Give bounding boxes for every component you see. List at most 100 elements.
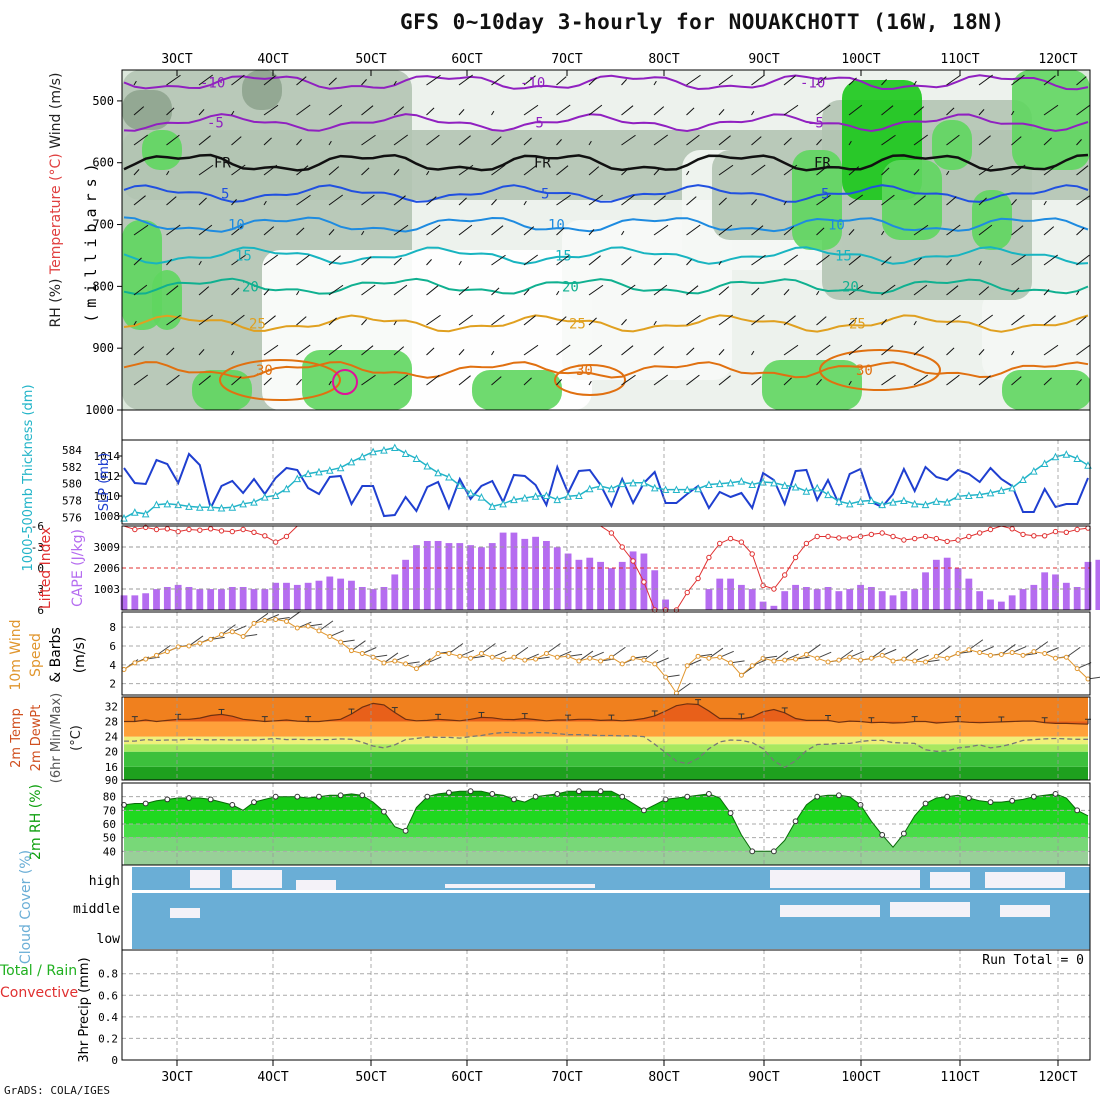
run-total: Run Total = 0	[982, 953, 1084, 968]
thickness-point	[434, 468, 442, 477]
wind-barb	[784, 653, 799, 661]
wind-speed-point	[663, 674, 669, 680]
thickness-point	[271, 491, 280, 499]
wind-barb	[588, 284, 604, 296]
thickness-point	[672, 485, 681, 494]
thickness-point	[152, 500, 161, 509]
rh-point	[727, 810, 734, 816]
wind-barb	[978, 375, 991, 386]
wind-barb	[166, 134, 180, 146]
cape-bar	[369, 589, 377, 610]
thickness-point	[575, 491, 583, 499]
wind-speed-point	[847, 654, 853, 660]
wind-barb	[166, 347, 175, 356]
cape-bar	[380, 586, 388, 610]
wind-barb	[913, 80, 917, 86]
wind-barb	[328, 255, 341, 266]
wind-barb	[686, 170, 690, 176]
wind-barb	[913, 257, 922, 266]
cape-bar	[1073, 586, 1081, 610]
rh-point	[965, 795, 972, 801]
lifted-index-point	[1031, 533, 1037, 539]
wind-barb	[556, 76, 567, 86]
wind-barb	[588, 317, 597, 326]
wind-barb	[263, 315, 276, 326]
wind-barb	[1033, 641, 1049, 653]
wind-barb	[198, 224, 213, 236]
cloud-gap	[1000, 905, 1050, 917]
thickness-point	[813, 483, 822, 492]
wind-barb	[946, 170, 950, 176]
y2-tick-label: 2006	[94, 562, 121, 575]
lifted-index-point	[879, 530, 885, 536]
wind-speed-point	[1063, 654, 1069, 660]
wind-barb	[166, 74, 181, 86]
y-tick-label: -6	[31, 520, 44, 533]
cape-bar	[413, 545, 420, 610]
wind-barb	[913, 195, 926, 206]
cape-bar	[532, 536, 539, 610]
wind-barb	[913, 284, 928, 296]
thickness-point	[304, 469, 312, 478]
cloud-gap	[985, 872, 1065, 888]
cape-bar	[337, 578, 345, 610]
cape-bar	[965, 578, 973, 610]
thickness-point	[542, 491, 551, 499]
wind-barb	[588, 255, 601, 266]
wind-barb	[848, 344, 863, 356]
wind-speed-point	[652, 661, 658, 667]
wind-barb	[166, 196, 177, 206]
wind-barb	[328, 194, 344, 206]
isotherm-label: 25	[249, 316, 266, 332]
wind-barb	[263, 289, 270, 296]
wind-barb	[946, 134, 960, 146]
cape-bar	[228, 586, 236, 610]
y-tick-label: 3	[37, 583, 44, 596]
thickness-point	[607, 484, 616, 493]
isotherm-line	[123, 153, 1089, 172]
y-tick-label: 90	[105, 774, 118, 787]
wind-barb	[1076, 254, 1090, 266]
wind-barb	[361, 105, 374, 116]
y2-tick-label: 582	[62, 461, 82, 474]
y-tick-label: 20	[105, 746, 118, 759]
wind-barb	[783, 75, 796, 86]
wind-barb	[1043, 164, 1058, 176]
wind-barb	[913, 134, 929, 146]
wind-speed-point	[478, 651, 484, 656]
wind-barb	[198, 260, 202, 266]
thickness-point	[759, 477, 767, 486]
cape-bar	[423, 540, 431, 610]
wind-speed-point	[814, 655, 820, 661]
wind-speed-point	[587, 655, 593, 661]
thickness-point	[683, 485, 692, 494]
wind-barb	[263, 226, 275, 236]
cape-bar	[142, 593, 150, 610]
isotherm-line	[123, 361, 1089, 379]
wind-barb	[621, 105, 634, 116]
thickness-point	[1008, 483, 1016, 492]
wind-barb	[816, 139, 822, 146]
wind-barb	[383, 652, 399, 664]
lifted-index-point	[218, 528, 225, 534]
wind-speed-point	[576, 658, 582, 664]
wind-barb	[653, 106, 665, 116]
thickness-point	[466, 488, 475, 497]
cape-bar	[445, 543, 453, 610]
wind-barb	[361, 374, 376, 386]
cape-bar	[564, 553, 572, 610]
wind-barb	[231, 376, 242, 386]
lifted-index-point	[1063, 529, 1070, 535]
cape-bar	[163, 586, 171, 610]
cape-bar	[759, 601, 767, 610]
wind-barb	[458, 375, 471, 386]
wind-barb	[426, 134, 440, 146]
thickness-point	[293, 474, 302, 483]
cape-bar	[911, 589, 919, 610]
x-tick-top: 10OCT	[841, 52, 880, 67]
isotherm-line	[123, 277, 1089, 295]
wind-speed-point	[738, 672, 744, 678]
wind-barb	[1011, 74, 1025, 86]
wind-barb	[481, 643, 496, 654]
y-tick-label: 1010	[94, 490, 121, 503]
